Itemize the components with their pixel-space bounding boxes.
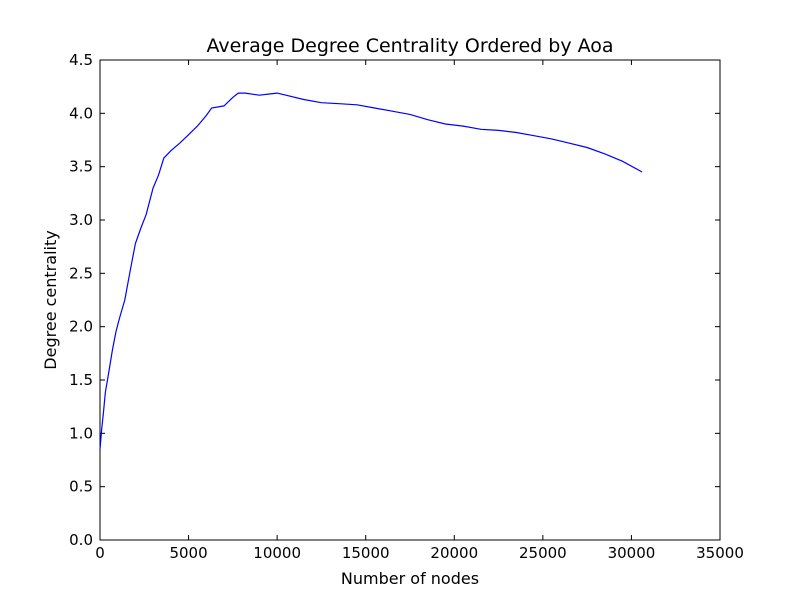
y-tick-label: 1.0: [69, 424, 93, 442]
y-tick-label: 2.5: [69, 264, 93, 282]
x-axis-label: Number of nodes: [341, 569, 479, 588]
x-tick-label: 5000: [169, 544, 207, 562]
y-axis: 0.0 0.5 1.0 1.5 2.0 2.5 3.0 3.5 4.0 4.5: [69, 51, 720, 549]
y-tick-label: 4.5: [69, 51, 93, 69]
y-tick-label: 3.0: [69, 211, 93, 229]
x-tick-label: 15000: [342, 544, 390, 562]
y-tick-label: 0.0: [69, 531, 93, 549]
y-tick-label: 0.5: [69, 478, 93, 496]
plot-area: 0 5000 10000 15000 20000 25000 30000 35000 0.00…: [69, 51, 744, 562]
plot-frame: [99, 59, 721, 541]
x-tick-label: 35000: [696, 544, 744, 562]
y-axis-label: Degree centrality: [41, 230, 60, 369]
x-tick-label: 30000: [608, 544, 656, 562]
x-tick-label: 0: [95, 544, 105, 562]
series-line: [99, 92, 643, 450]
y-tick-label: 4.0: [69, 104, 93, 122]
x-tick-label: 10000: [253, 544, 301, 562]
x-tick-label: 25000: [519, 544, 567, 562]
y-tick-label: 2.0: [69, 318, 93, 336]
y-tick-label: 3.5: [69, 158, 93, 176]
y-tick-label: 1.5: [69, 371, 93, 389]
chart-title: Average Degree Centrality Ordered by Aoa: [206, 35, 613, 57]
x-tick-label: 20000: [430, 544, 478, 562]
x-axis: 0 5000 10000 15000 20000 25000 30000 35000: [95, 60, 744, 562]
